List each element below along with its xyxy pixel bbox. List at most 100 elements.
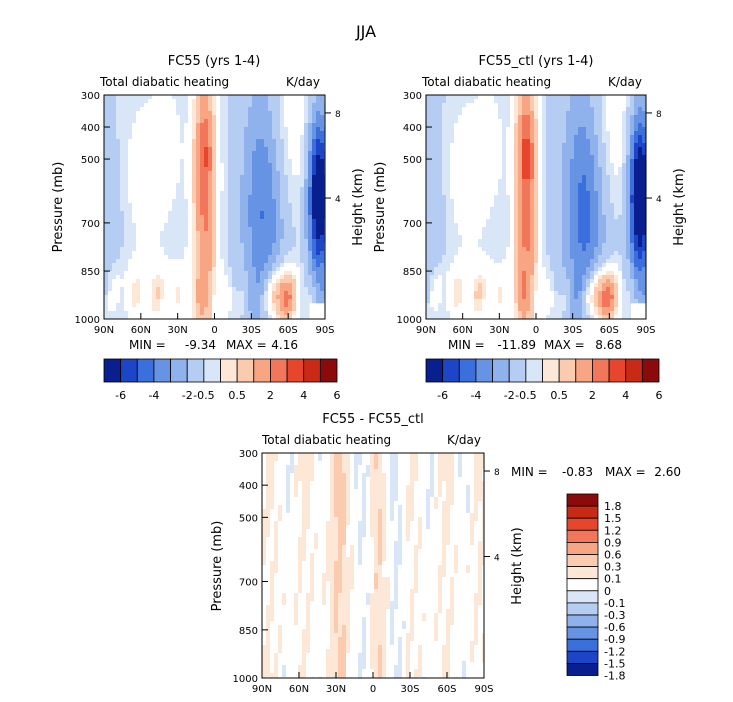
heatmap-cell (236, 231, 241, 236)
heatmap-cell (634, 195, 639, 200)
heatmap-cell (176, 139, 181, 144)
heatmap-cell (264, 263, 269, 268)
heatmap-cell (144, 171, 149, 176)
heatmap-cell (160, 123, 165, 128)
heatmap-cell (312, 263, 317, 268)
heatmap-cell (542, 131, 547, 136)
heatmap-cell (264, 283, 269, 288)
heatmap-cell (554, 103, 559, 108)
heatmap-cell (140, 151, 145, 156)
heatmap-cell (252, 271, 257, 276)
heatmap-cell (204, 231, 209, 236)
heatmap-cell (184, 311, 189, 316)
heatmap-cell (582, 123, 587, 128)
heatmap-cell (598, 187, 603, 192)
heatmap-cell (224, 151, 229, 156)
heatmap-cell (518, 219, 523, 224)
heatmap-cell (216, 251, 221, 256)
y-tick-label: 850 (81, 267, 100, 278)
heatmap-cell (128, 271, 133, 276)
heatmap-cell (268, 223, 273, 228)
heatmap-cell (224, 279, 229, 284)
heatmap-cell (434, 115, 439, 120)
heatmap-cell (140, 223, 145, 228)
heatmap-cell (232, 295, 237, 300)
heatmap-cell (212, 203, 217, 208)
heatmap-cell (192, 143, 197, 148)
heatmap-cell (316, 179, 321, 184)
heatmap-cell (108, 259, 113, 264)
heatmap-cell (108, 155, 113, 160)
heatmap-cell (486, 195, 491, 200)
heatmap-cell (252, 275, 257, 280)
heatmap-cell (132, 283, 137, 288)
heatmap-cell (490, 175, 495, 180)
heatmap-cell (196, 307, 201, 312)
heatmap-cell (522, 183, 527, 188)
heatmap-cell (442, 187, 447, 192)
heatmap-cell (320, 299, 325, 304)
heatmap-cell (522, 163, 527, 168)
heatmap-cell (634, 103, 639, 108)
heatmap-cell (280, 223, 285, 228)
heatmap-cell (108, 119, 113, 124)
heatmap-cell (614, 207, 619, 212)
heatmap-cell (590, 175, 595, 180)
heatmap-cell (430, 187, 435, 192)
heatmap-cell (550, 139, 555, 144)
heatmap-cell (534, 207, 539, 212)
heatmap-cell (152, 199, 157, 204)
heatmap-cell (140, 235, 145, 240)
heatmap-cell (128, 107, 133, 112)
heatmap-cell (120, 283, 125, 288)
heatmap-cell (148, 99, 153, 104)
heatmap-cell (292, 215, 297, 220)
heatmap-cell (136, 215, 141, 220)
heatmap-cell (606, 191, 611, 196)
heatmap-cell (244, 263, 249, 268)
heatmap-cell (518, 99, 523, 104)
heatmap-cell (172, 243, 177, 248)
heatmap-cell (260, 159, 265, 164)
heatmap-cell (470, 151, 475, 156)
heatmap-cell (594, 135, 599, 140)
heatmap-cell (104, 143, 109, 148)
heatmap-cell (164, 99, 169, 104)
heatmap-cell (252, 195, 257, 200)
heatmap-cell (426, 171, 431, 176)
heatmap-cell (506, 191, 511, 196)
heatmap-cell (156, 131, 161, 136)
heatmap-cell (570, 199, 575, 204)
heatmap-cell (228, 299, 233, 304)
heatmap-cell (240, 115, 245, 120)
heatmap-cell (232, 267, 237, 272)
heatmap-cell (264, 303, 269, 308)
heatmap-cell (208, 139, 213, 144)
heatmap-cell (308, 99, 313, 104)
heatmap-cell (164, 307, 169, 312)
heatmap-cell (168, 239, 173, 244)
heatmap-cell (148, 123, 153, 128)
heatmap-cell (180, 295, 185, 300)
heatmap-cell (144, 155, 149, 160)
heatmap-cell (320, 131, 325, 136)
heatmap-cell (152, 203, 157, 208)
heatmap-cell (244, 271, 249, 276)
heatmap-cell (562, 187, 567, 192)
heatmap-cell (502, 139, 507, 144)
heatmap-cell (236, 163, 241, 168)
heatmap-cell (200, 111, 205, 116)
heatmap-cell (188, 215, 193, 220)
heatmap-cell (590, 131, 595, 136)
heatmap-cell (272, 123, 277, 128)
heatmap-cell (268, 115, 273, 120)
heatmap-cell (180, 135, 185, 140)
heatmap-cell (578, 179, 583, 184)
heatmap-cell (542, 207, 547, 212)
heatmap-cell (582, 183, 587, 188)
heatmap-cell (164, 127, 169, 132)
heatmap-cell (510, 187, 515, 192)
heatmap-cell (570, 135, 575, 140)
heatmap-cell (284, 251, 289, 256)
heatmap-cell (180, 159, 185, 164)
